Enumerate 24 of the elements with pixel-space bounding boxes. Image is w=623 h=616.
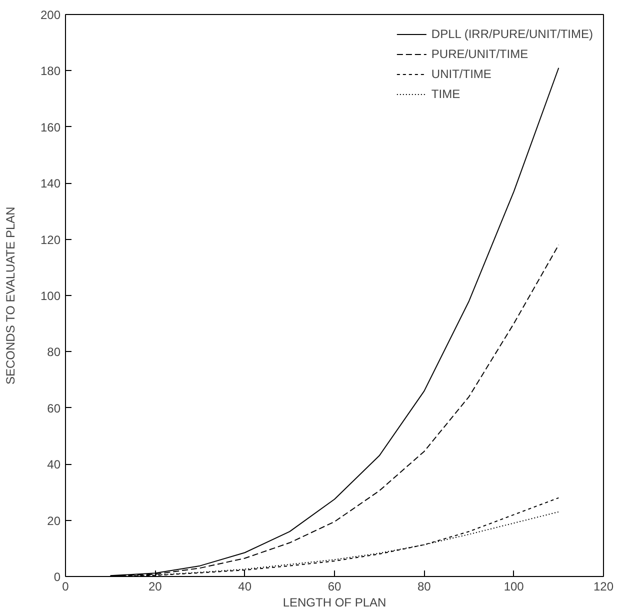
legend-label: PURE/UNIT/TIME xyxy=(431,47,528,61)
y-tick-label: 120 xyxy=(40,232,61,247)
y-tick-label: 40 xyxy=(47,458,61,472)
y-tick-label: 160 xyxy=(40,120,61,134)
legend-label: TIME xyxy=(431,87,460,101)
y-tick-label: 80 xyxy=(47,345,61,360)
x-axis-title: LENGTH OF PLAN xyxy=(282,596,386,610)
y-tick-label: 20 xyxy=(47,514,61,528)
legend-label: UNIT/TIME xyxy=(431,67,492,81)
y-tick-label: 100 xyxy=(40,289,61,303)
x-tick-label: 100 xyxy=(504,580,524,594)
y-tick-label: 180 xyxy=(40,64,61,78)
y-tick-label: 0 xyxy=(54,570,61,584)
x-tick-label: 40 xyxy=(238,580,252,594)
x-tick-label: 60 xyxy=(328,580,342,594)
y-tick-label: 140 xyxy=(40,176,61,191)
x-tick-label: 80 xyxy=(417,580,432,594)
x-tick-label: 120 xyxy=(593,580,614,594)
legend-label: DPLL (IRR/PURE/UNIT/TIME) xyxy=(431,27,593,41)
x-tick-label: 20 xyxy=(148,580,162,594)
x-tick-label: 0 xyxy=(62,580,70,594)
y-tick-label: 60 xyxy=(47,401,61,416)
y-tick-label: 200 xyxy=(40,8,61,22)
y-axis-title: SECONDS TO EVALUATE PLAN xyxy=(3,206,18,385)
